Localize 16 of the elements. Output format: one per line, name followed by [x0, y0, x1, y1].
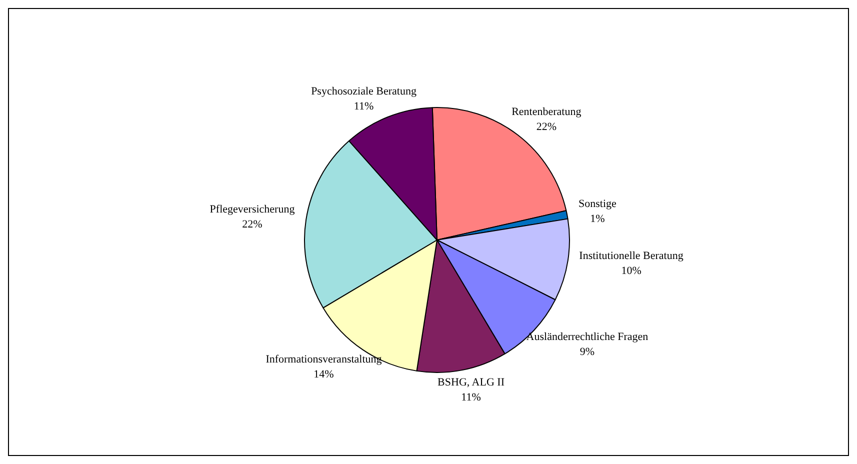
slice-label: Sonstige [578, 198, 616, 210]
slice-label: Ausländerrechtliche Fragen [526, 330, 649, 343]
data-label: 1% [590, 212, 605, 225]
data-label: 9% [580, 346, 595, 358]
slice-label: Informationsveranstaltung [266, 353, 382, 366]
data-label: 22% [242, 218, 262, 231]
slice-label: Psychosoziale Beratung [311, 85, 417, 98]
slice-label: Institutionelle Beratung [579, 250, 684, 262]
data-label: 11% [461, 392, 481, 404]
slice-label: Pflegeversicherung [210, 204, 296, 216]
data-label: 14% [314, 368, 334, 380]
data-label: 22% [536, 121, 556, 134]
data-label: 10% [621, 265, 642, 278]
slice-label: Rentenberatung [512, 106, 582, 118]
slice-label: BSHG, ALG II [438, 376, 505, 389]
data-label: 11% [354, 100, 374, 112]
